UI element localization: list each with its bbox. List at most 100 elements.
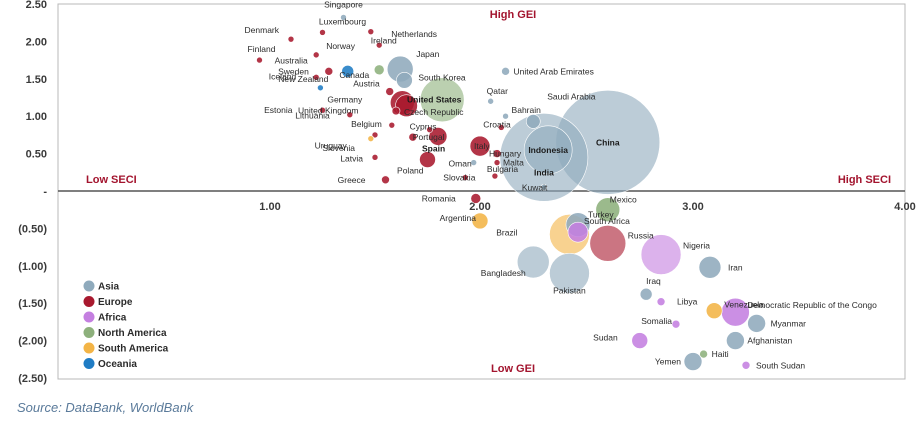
bubble: [388, 121, 396, 129]
y-tick-label: (0.50): [18, 223, 47, 235]
legend-swatch: [83, 358, 95, 369]
quadrant-label-left: Low SECI: [86, 174, 137, 186]
bubble: [312, 74, 320, 81]
point-label: Malta: [503, 158, 524, 168]
point-label: Denmark: [245, 25, 280, 35]
bubble: [408, 132, 418, 142]
point-label: Italy: [474, 141, 490, 151]
bubble: [319, 106, 326, 114]
point-label: Ireland: [371, 36, 397, 46]
bubble: [705, 302, 723, 319]
bubble: [426, 126, 433, 133]
bubble: [346, 111, 354, 119]
bubble: [516, 245, 550, 279]
bubble: [698, 255, 722, 279]
legend-swatch: [83, 342, 95, 354]
point-label: Sudan: [593, 333, 618, 343]
point-label: Slovakia: [443, 173, 475, 183]
bubble: [487, 97, 494, 105]
point-label: Cyprus: [410, 122, 437, 132]
bubble: [373, 64, 385, 76]
bubble: [375, 41, 383, 49]
y-tick-label: 1.00: [26, 111, 47, 123]
point-label: Slovenia: [322, 143, 355, 153]
point-label: Iraq: [646, 276, 661, 286]
point-label: Finland: [248, 44, 276, 54]
bubble: [256, 56, 263, 64]
chart-legend: Asia Europe Africa North America South Ameri…: [83, 280, 169, 370]
bubble: [492, 149, 502, 158]
y-tick-label: (1.50): [18, 298, 47, 310]
point-label: Indonesia: [528, 145, 568, 155]
point-label: Lithuania: [295, 111, 330, 121]
point-label: Australia: [275, 55, 308, 65]
chart-bubbles: [256, 14, 766, 371]
point-label: Haiti: [712, 349, 729, 359]
point-label: South Korea: [418, 72, 466, 82]
point-label: Japan: [416, 49, 439, 59]
legend-label: Oceania: [98, 359, 137, 370]
bubble: [567, 221, 589, 243]
point-label: Luxembourg: [319, 16, 367, 26]
point-label: Hungary: [489, 149, 522, 159]
point-label: Saudi Arabia: [547, 91, 595, 101]
y-tick-label: 1.50: [26, 74, 47, 86]
bubble: [371, 131, 379, 139]
bubble: [491, 172, 499, 180]
bubble: [656, 297, 666, 307]
point-label: South Africa: [584, 216, 630, 226]
bubble: [469, 135, 491, 157]
bubble: [741, 360, 751, 370]
point-label: Austria: [353, 79, 380, 89]
point-label: Singapore: [324, 0, 363, 9]
quadrant-label-bottom: Low GEI: [491, 363, 535, 375]
point-label: Nigeria: [683, 241, 710, 251]
y-tick-label: (2.00): [18, 336, 47, 348]
point-label: Pakistan: [553, 285, 586, 295]
bubble: [367, 28, 375, 35]
point-label: Canada: [339, 70, 369, 80]
bubble: [747, 314, 766, 333]
point-label: Mexico: [610, 195, 637, 205]
bubble: [319, 29, 326, 36]
point-label: South Sudan: [756, 360, 805, 370]
point-label: Oman: [449, 159, 472, 169]
point-label: Kuwait: [522, 182, 548, 192]
bubble: [317, 84, 324, 92]
bubble: [381, 175, 390, 185]
point-label: New Zealand: [278, 74, 328, 84]
legend-swatch: [83, 327, 95, 338]
legend-swatch: [83, 311, 95, 323]
bubble: [340, 14, 347, 21]
point-label: Germany: [327, 95, 363, 105]
legend-label: South America: [98, 344, 169, 355]
point-label: Democratic Republic of the Congo: [747, 300, 877, 310]
legend-label: North America: [98, 328, 167, 339]
bubble: [540, 183, 548, 191]
y-tick-label: 2.00: [26, 36, 47, 48]
bubble: [396, 71, 413, 89]
bubble: [419, 151, 436, 168]
point-label: Iceland: [269, 71, 297, 81]
point-label: Afghanistan: [747, 336, 792, 346]
point-label: Romania: [422, 193, 456, 203]
point-label: United Arab Emirates: [514, 66, 594, 76]
bubble: [395, 94, 418, 118]
bubble: [428, 127, 448, 146]
bubble: [589, 225, 627, 262]
bubble: [726, 331, 745, 350]
point-label: United States: [407, 95, 462, 105]
bubble: [640, 234, 682, 275]
bubble: [419, 77, 465, 123]
bubble: [312, 51, 320, 59]
bubble: [631, 332, 649, 349]
bubble: [549, 252, 590, 294]
point-label: India: [534, 167, 554, 177]
bubble: [699, 349, 708, 359]
point-label: Estonia: [264, 105, 293, 115]
legend-swatch: [83, 280, 95, 292]
bubble: [493, 159, 501, 166]
bubble: [371, 154, 379, 161]
bubble: [470, 159, 478, 166]
